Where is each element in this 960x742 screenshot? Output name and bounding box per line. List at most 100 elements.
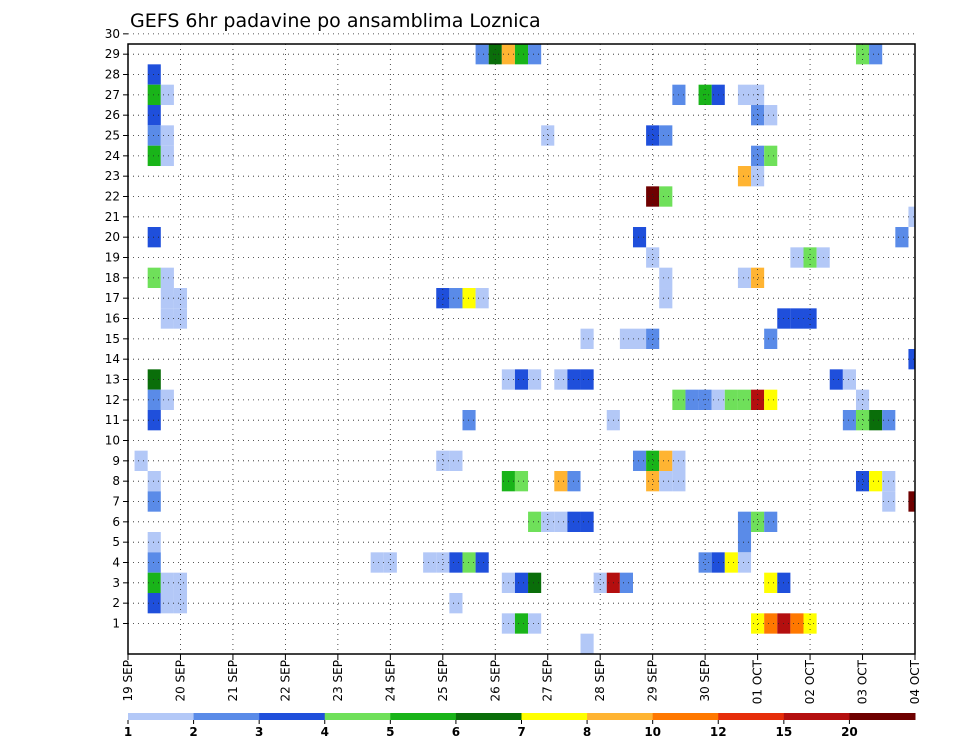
precip-cell (764, 328, 778, 349)
precip-cell (173, 572, 188, 593)
precip-cell (790, 247, 804, 268)
precip-cell (737, 166, 752, 187)
y-tick-label: 28 (105, 68, 120, 82)
precip-cell (751, 145, 765, 167)
precip-cell (147, 369, 161, 390)
precip-cell (908, 491, 915, 512)
precip-cell (842, 369, 856, 390)
y-tick-label: 10 (105, 434, 120, 448)
precip-cell (751, 166, 765, 187)
precip-cell (514, 471, 529, 492)
colorbar-label: 1 (124, 725, 132, 739)
y-tick-label: 29 (105, 47, 120, 61)
precip-cell (869, 44, 883, 65)
colorbar-swatch (652, 713, 719, 720)
y-tick-label: 1 (112, 617, 120, 631)
precip-cell (160, 288, 174, 309)
precip-cell (173, 593, 188, 614)
precip-cell (514, 613, 529, 634)
y-tick-label: 5 (112, 535, 120, 549)
precip-cell (737, 389, 752, 410)
x-axis: 19 SEP 20 SEP 21 SEP 22 SEP 23 SEP 24 SEP 25 S… (121, 654, 922, 704)
precip-cell (528, 572, 542, 593)
precip-cell (449, 288, 463, 309)
precip-cell (436, 288, 450, 309)
precip-cell (147, 105, 161, 126)
precip-cell (659, 267, 673, 288)
colorbar-swatch (193, 713, 260, 720)
colorbar-label: 5 (386, 725, 394, 739)
colorbar-swatch (390, 713, 457, 720)
precip-cell (528, 613, 542, 634)
y-tick-label: 16 (105, 312, 120, 326)
x-tick-label: 28 SEP (593, 660, 607, 702)
plot-frame (127, 43, 916, 655)
precip-cell (436, 552, 450, 573)
precip-cell (869, 471, 883, 492)
precip-cell (842, 410, 856, 431)
precip-cell (659, 125, 673, 146)
precip-cell (160, 572, 174, 593)
y-tick-label: 8 (112, 474, 120, 488)
precip-cell (147, 410, 161, 431)
precip-cell (147, 389, 161, 410)
precip-cell (449, 552, 463, 573)
precip-cell (764, 613, 778, 634)
chart-title: GEFS 6hr padavine po ansamblima Loznica (130, 10, 541, 32)
y-tick-label: 14 (105, 352, 120, 366)
precip-cell (790, 308, 804, 329)
precip-cell (646, 125, 660, 146)
y-tick-label: 13 (105, 373, 120, 387)
y-tick-label: 26 (105, 108, 120, 122)
precip-cell (436, 450, 450, 471)
precip-cell (751, 105, 765, 126)
colorbar-label: 8 (583, 725, 591, 739)
y-tick-label: 30 (105, 27, 120, 41)
precip-cell (541, 125, 555, 146)
precip-cell (475, 552, 489, 573)
precip-cell (370, 552, 384, 573)
colorbar-swatch (718, 713, 785, 720)
precip-cell (147, 267, 161, 288)
y-tick-label: 23 (105, 169, 120, 183)
precip-cell (803, 247, 817, 268)
precip-cell (147, 491, 161, 512)
precip-cell (764, 145, 778, 167)
precip-cell (659, 288, 673, 309)
precip-cell (737, 267, 752, 288)
precip-cell (462, 552, 476, 573)
x-tick-label: 27 SEP (541, 660, 555, 702)
precip-cell (160, 308, 174, 329)
x-tick-label: 24 SEP (383, 660, 397, 702)
x-tick-label: 21 SEP (226, 660, 240, 702)
precip-cell (528, 369, 542, 390)
precip-cell (632, 227, 647, 248)
y-tick-label: 18 (105, 271, 120, 285)
precip-cell (803, 308, 817, 329)
precip-cell (659, 450, 673, 471)
precip-cell (659, 471, 673, 492)
precip-cell (475, 44, 489, 65)
x-tick-label: 02 OCT (803, 659, 817, 704)
precip-cell (147, 593, 161, 614)
precip-cell (462, 410, 476, 431)
precip-cell (554, 511, 568, 532)
y-tick-label: 4 (112, 556, 120, 570)
colorbar-swatch (587, 713, 654, 720)
precip-cell (764, 572, 778, 593)
x-tick-label: 20 SEP (173, 660, 187, 702)
x-tick-label: 01 OCT (751, 659, 765, 704)
precip-cell (554, 369, 568, 390)
x-tick-label: 25 SEP (436, 660, 450, 702)
precip-cell (685, 389, 699, 410)
precip-cell (751, 613, 765, 634)
precip-cell (160, 593, 174, 614)
x-tick-label: 30 SEP (698, 660, 712, 702)
precip-cell (646, 328, 660, 349)
x-tick-label: 29 SEP (646, 660, 660, 702)
colorbar-label: 12 (710, 725, 727, 739)
precip-cell (829, 369, 843, 390)
precip-cell (803, 613, 817, 634)
x-tick-label: 03 OCT (856, 659, 870, 704)
y-tick-label: 9 (112, 454, 120, 468)
